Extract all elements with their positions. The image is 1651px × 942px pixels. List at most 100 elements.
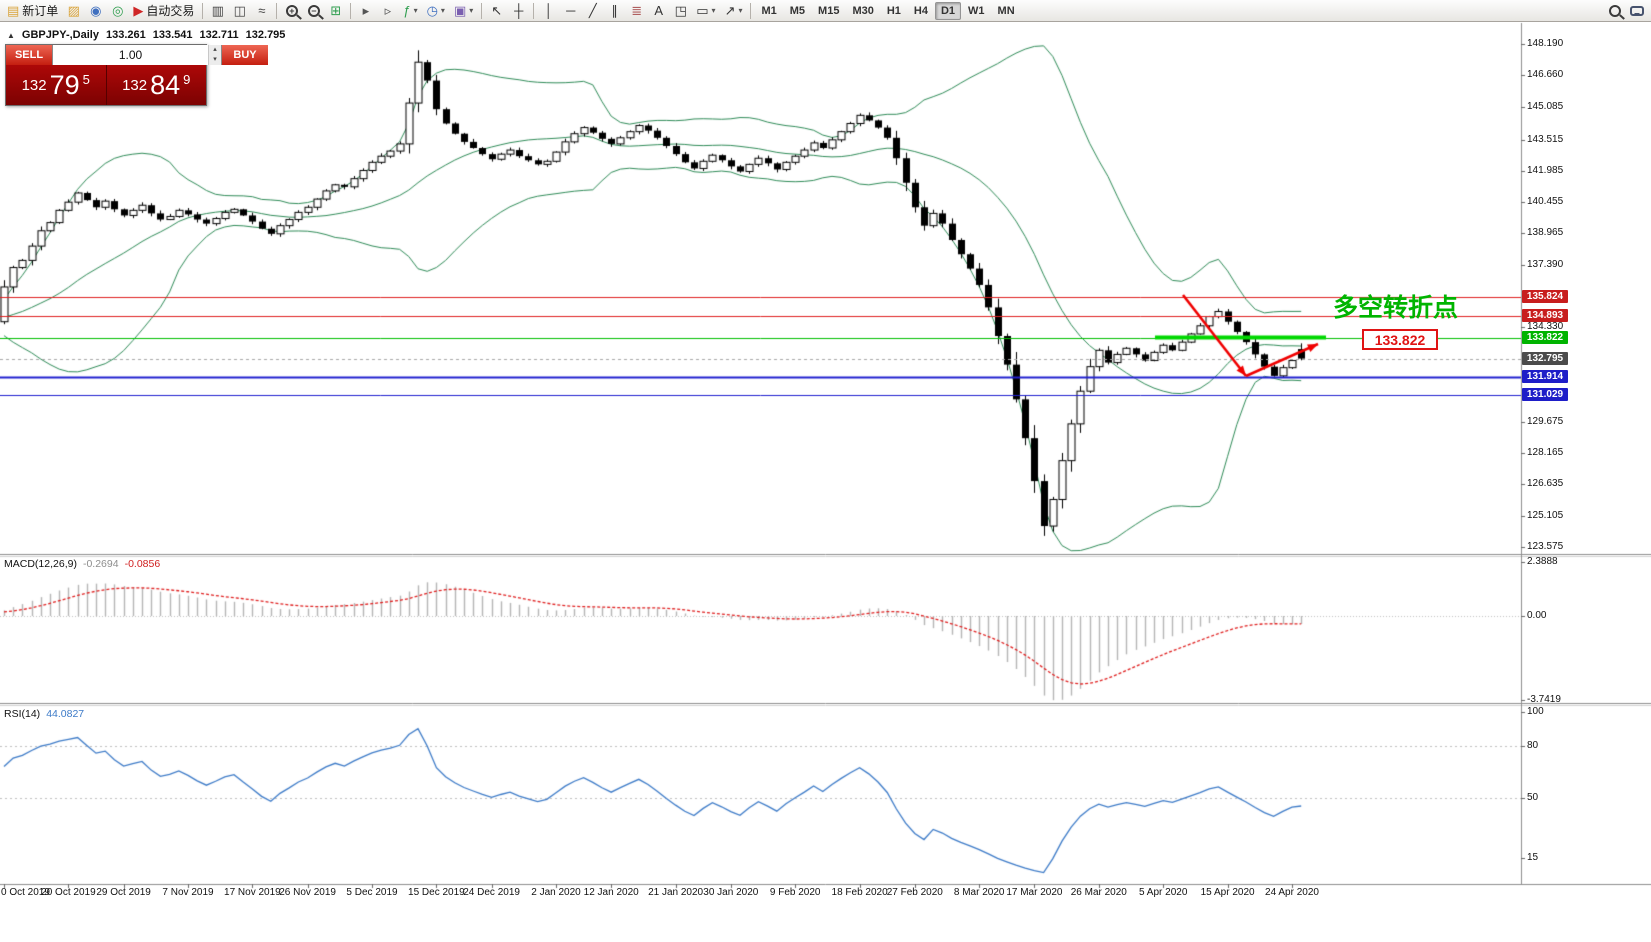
shapes-button[interactable]: ▭ ▾ bbox=[692, 1, 719, 21]
crosshair-button[interactable]: ┼ bbox=[508, 1, 529, 21]
close-value: 132.795 bbox=[245, 29, 286, 41]
toolbar-separator bbox=[276, 2, 278, 19]
rsi-label: RSI(14) 44.0827 bbox=[4, 708, 84, 720]
new-order-icon: ▤ bbox=[7, 2, 20, 18]
periods-button[interactable]: ◷ ▾ bbox=[423, 1, 449, 21]
indicators-icon: ƒ bbox=[403, 2, 411, 18]
turning-point-annotation: 多空转折点 bbox=[1333, 294, 1459, 322]
line-chart-icon: ≈ bbox=[258, 2, 266, 18]
macd-label: MACD(12,26,9) -0.2694 -0.0856 bbox=[4, 558, 160, 570]
text-button[interactable]: A bbox=[648, 1, 669, 21]
search-icon bbox=[1608, 4, 1621, 17]
indicators-button[interactable]: ƒ ▾ bbox=[399, 1, 421, 21]
text-icon: A bbox=[654, 2, 664, 18]
chat-button[interactable] bbox=[1626, 1, 1648, 21]
toolbar: ▤ 新订单 ▨ ◉ ◎ ▶ 自动交易 ▥ ◫ ≈ + − ⊞ ▸ ▹ ƒ ▾ ◷ ▾ ▣ ▾ ↖ ┼ │ ─ ╱ ∥ ≣ A ◳ ▭ ▾ ↗ ▾ M… bbox=[0, 0, 1651, 22]
volume-increase-button[interactable]: ▴ bbox=[209, 45, 221, 55]
horizontal-line-button[interactable]: ─ bbox=[560, 1, 581, 21]
sell-price[interactable]: 132 79 5 bbox=[6, 65, 106, 105]
sell-price-big: 79 bbox=[49, 69, 80, 100]
tf-m5-button[interactable]: M5 bbox=[789, 4, 806, 17]
new-order-button[interactable]: ▤ 新订单 bbox=[3, 1, 62, 21]
chevron-down-icon: ▾ bbox=[440, 6, 445, 15]
channel-icon: ∥ bbox=[611, 2, 619, 18]
zoom-out-button[interactable]: − bbox=[303, 1, 324, 21]
templates-icon: ▣ bbox=[453, 2, 467, 18]
rsi-value: 44.0827 bbox=[46, 708, 85, 720]
volume-box: ▴ ▾ bbox=[52, 45, 222, 65]
tf-mn-button[interactable]: MN bbox=[997, 4, 1015, 17]
cursor-icon: ↖ bbox=[491, 2, 503, 18]
new-order-button-label: 新订单 bbox=[22, 4, 59, 18]
fibonacci-icon: ≣ bbox=[631, 2, 643, 18]
volume-input[interactable] bbox=[53, 45, 208, 65]
vertical-line-button[interactable]: │ bbox=[538, 1, 559, 21]
horizontal-line-icon: ─ bbox=[566, 2, 576, 18]
templates-button[interactable]: ▣ ▾ bbox=[450, 1, 477, 21]
autotrading-button-label: 自动交易 bbox=[146, 4, 195, 18]
trendline-icon: ╱ bbox=[588, 2, 597, 18]
tf-w1-button[interactable]: W1 bbox=[968, 4, 985, 17]
toolbar-separator bbox=[350, 2, 352, 19]
vertical-line-icon: │ bbox=[544, 2, 553, 18]
tile-windows-button[interactable]: ⊞ bbox=[325, 1, 346, 21]
macd-value: -0.2694 bbox=[82, 558, 119, 570]
autotrading-icon: ▶ bbox=[133, 2, 144, 18]
macd-name: MACD(12,26,9) bbox=[4, 558, 77, 570]
chart-shift-button[interactable]: ▹ bbox=[377, 1, 398, 21]
search-button[interactable] bbox=[1604, 1, 1625, 21]
buy-price-base: 132 bbox=[122, 76, 148, 94]
chevron-down-icon: ▾ bbox=[413, 6, 418, 15]
bar-chart-icon: ▥ bbox=[211, 2, 224, 18]
candlestick-chart-icon: ◫ bbox=[233, 2, 246, 18]
buy-price-big: 84 bbox=[150, 69, 181, 100]
price-callout: 133.822 bbox=[1362, 329, 1438, 350]
toolbar-separator bbox=[481, 2, 483, 19]
tf-m1-button[interactable]: M1 bbox=[761, 4, 777, 17]
sell-button[interactable]: SELL bbox=[6, 45, 52, 65]
zoom-in-button[interactable]: + bbox=[281, 1, 302, 21]
bar-chart-button[interactable]: ▥ bbox=[207, 1, 228, 21]
shapes-icon: ▭ bbox=[696, 2, 709, 18]
chart-profile-button[interactable]: ▨ bbox=[63, 1, 84, 21]
volume-decrease-button[interactable]: ▾ bbox=[209, 55, 221, 65]
trendline-button[interactable]: ╱ bbox=[582, 1, 603, 21]
toolbar-separator bbox=[533, 2, 535, 19]
line-chart-button[interactable]: ≈ bbox=[251, 1, 272, 21]
arrows-button[interactable]: ↗ ▾ bbox=[721, 1, 747, 21]
label-button[interactable]: ◳ bbox=[670, 1, 691, 21]
tf-m15-button[interactable]: M15 bbox=[818, 4, 840, 17]
user-profile-button[interactable]: ◉ bbox=[85, 1, 106, 21]
one-click-toggle-icon[interactable]: ▲ bbox=[7, 30, 15, 40]
candlestick-chart-button[interactable]: ◫ bbox=[229, 1, 250, 21]
buy-button[interactable]: BUY bbox=[222, 45, 268, 65]
buy-price[interactable]: 132 84 9 bbox=[107, 65, 207, 105]
tf-h1-button[interactable]: H1 bbox=[886, 4, 901, 17]
sell-price-sup: 5 bbox=[82, 71, 90, 87]
tf-h4-button[interactable]: H4 bbox=[913, 4, 928, 17]
channel-button[interactable]: ∥ bbox=[604, 1, 625, 21]
open-value: 133.261 bbox=[105, 29, 146, 41]
autotrading-button[interactable]: ▶ 自动交易 bbox=[129, 1, 198, 21]
crosshair-icon: ┼ bbox=[514, 2, 524, 18]
chat-icon bbox=[1630, 5, 1644, 16]
rsi-name: RSI(14) bbox=[4, 708, 41, 720]
chart-profile-icon: ▨ bbox=[67, 2, 80, 18]
tf-m30-button[interactable]: M30 bbox=[852, 4, 874, 17]
buy-price-sup: 9 bbox=[183, 71, 191, 87]
community-button[interactable]: ◎ bbox=[107, 1, 128, 21]
zoom-in-icon: + bbox=[285, 4, 298, 17]
zoom-out-icon: − bbox=[307, 4, 320, 17]
one-click-trading-panel: SELL ▴ ▾ BUY 132 79 5 132 84 9 bbox=[5, 44, 268, 106]
chevron-down-icon: ▾ bbox=[738, 6, 743, 15]
toolbar-separator bbox=[750, 2, 752, 19]
low-value: 132.711 bbox=[199, 29, 239, 41]
cursor-button[interactable]: ↖ bbox=[486, 1, 507, 21]
periods-icon: ◷ bbox=[426, 2, 438, 18]
volume-spinner: ▴ ▾ bbox=[208, 45, 221, 65]
auto-scroll-button[interactable]: ▸ bbox=[355, 1, 376, 21]
fibonacci-button[interactable]: ≣ bbox=[626, 1, 647, 21]
user-profile-icon: ◉ bbox=[90, 2, 102, 18]
tf-d1-button[interactable]: D1 bbox=[934, 1, 962, 20]
